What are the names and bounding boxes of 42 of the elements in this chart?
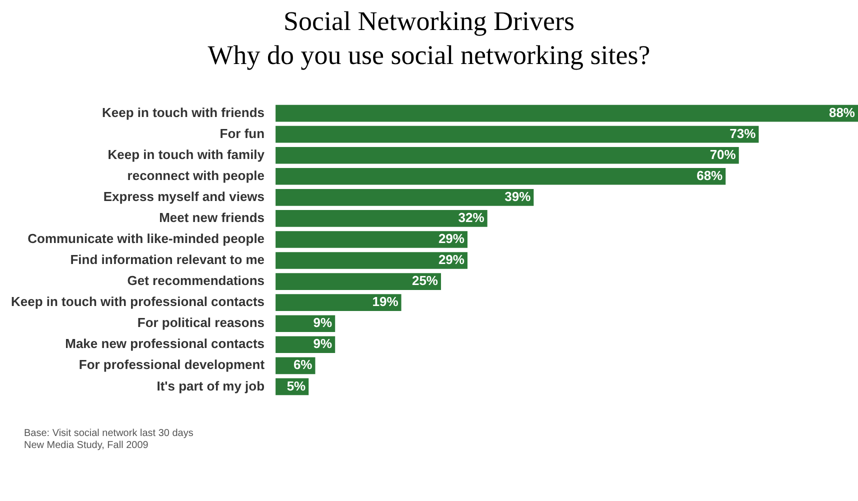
data-label: 88% <box>828 104 856 120</box>
data-label: 29% <box>438 231 465 246</box>
y-tick-label: reconnect with people <box>127 168 265 183</box>
data-label: 32% <box>458 210 485 226</box>
bar <box>276 146 739 164</box>
data-label: 19% <box>372 294 399 310</box>
data-label: 9% <box>313 336 333 352</box>
y-tick-label: For fun <box>220 126 265 141</box>
bar <box>276 189 534 206</box>
data-label: 25% <box>412 273 438 288</box>
y-tick-label: Get recommendations <box>127 273 265 288</box>
bar <box>276 231 468 248</box>
data-label: 5% <box>286 378 306 394</box>
data-label: 39% <box>504 189 532 204</box>
data-label: 9% <box>313 315 333 330</box>
y-tick-label: Express myself and views <box>103 189 265 204</box>
chart-subtitle: Why do you use social networking sites? <box>206 39 652 72</box>
y-tick-label: It's part of my job <box>156 378 265 394</box>
bar <box>276 104 858 122</box>
data-label: 29% <box>438 252 465 268</box>
data-label: 70% <box>710 146 736 162</box>
data-label: 68% <box>696 168 724 183</box>
bar <box>276 126 759 143</box>
data-label: 6% <box>293 357 313 372</box>
y-tick-label: Keep in touch with family <box>108 146 266 162</box>
y-tick-label: Keep in touch with friends <box>102 104 265 120</box>
bar <box>276 294 402 311</box>
y-tick-label: For political reasons <box>137 315 265 330</box>
y-tick-label: For professional development <box>78 357 266 372</box>
text: Base: Visit social network last 30 days <box>24 428 194 440</box>
y-tick-label: Find information relevant to me <box>70 252 265 268</box>
bar <box>276 273 442 290</box>
bar <box>276 252 468 269</box>
bar <box>276 168 726 185</box>
y-tick-label: Keep in touch with professional contacts <box>10 294 265 310</box>
y-tick-label: Meet new friends <box>159 210 265 226</box>
data-label: 73% <box>730 126 756 141</box>
y-tick-label: Communicate with like-minded people <box>28 231 265 246</box>
bar <box>276 210 488 227</box>
y-tick-label: Make new professional contacts <box>65 336 265 352</box>
text: New Media Study, Fall 2009 <box>24 440 150 452</box>
chart-title: Social Networking Drivers <box>282 5 576 38</box>
